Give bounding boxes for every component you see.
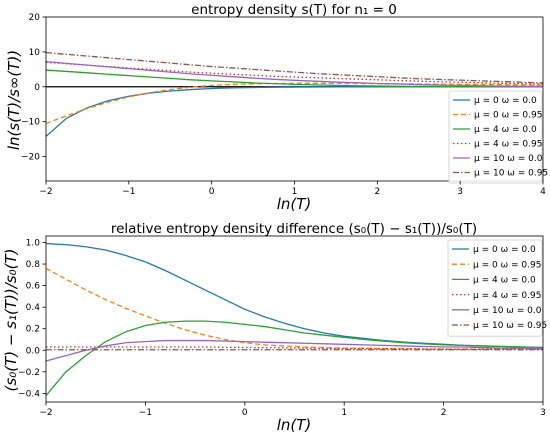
- x-tick-label: −2: [39, 408, 52, 418]
- series-line: [45, 320, 544, 396]
- plot-frame: [45, 235, 544, 403]
- x-tick-label: 1: [292, 187, 298, 197]
- x-tick-label: 1: [341, 408, 347, 418]
- legend-label: μ = 4 ω = 0.0: [474, 125, 537, 135]
- legend-label: μ = 10 ω = 0.0: [473, 306, 542, 316]
- y-tick-label: −0.2: [18, 368, 40, 378]
- series-line: [46, 346, 543, 350]
- x-tick-label: 2: [374, 187, 380, 197]
- legend-box: [447, 239, 543, 337]
- series-line: [45, 267, 543, 350]
- x-tick-label: −2: [39, 187, 52, 197]
- chart-panel-relative-difference: relative entropy density difference (s₀(…: [2, 221, 547, 434]
- y-tick-label: 0.2: [26, 325, 40, 335]
- x-axis-label: ln(T): [277, 416, 312, 434]
- y-tick-label: 10: [29, 48, 41, 58]
- series-line: [45, 69, 544, 88]
- legend: μ = 0 ω = 0.0 μ = 0 ω = 0.95 μ = 4 ω = 0.0…: [447, 239, 547, 337]
- chart-panel-entropy-density: entropy density s(T) for n₁ = 0 ln(T) ln…: [5, 2, 548, 213]
- legend-box: [448, 90, 543, 184]
- y-tick-label: 20: [29, 13, 41, 23]
- y-tick-label: −20: [21, 153, 40, 163]
- x-tick-label: 4: [540, 187, 546, 197]
- y-axis-label: (s₀(T) − s₁(T))/s₀(T): [2, 249, 20, 392]
- x-tick-label: 0: [209, 187, 215, 197]
- legend-label: μ = 10 ω = 0.95: [473, 321, 547, 331]
- y-tick-label: 1.0: [26, 238, 41, 248]
- y-tick-label: 0.4: [26, 303, 41, 313]
- series-line: [45, 82, 544, 125]
- y-tick-label: 0.6: [26, 282, 41, 292]
- legend: μ = 0 ω = 0.0 μ = 0 ω = 0.95 μ = 4 ω = 0.0…: [448, 90, 548, 184]
- legend-label: μ = 10 ω = 0.0: [474, 154, 543, 164]
- x-tick-label: 3: [457, 187, 463, 197]
- x-tick-label: −1: [139, 408, 152, 418]
- y-tick-label: 0.8: [26, 260, 41, 270]
- chart-title: relative entropy density difference (s₀(…: [111, 221, 477, 237]
- legend-label: μ = 4 ω = 0.95: [473, 291, 541, 301]
- series-line: [45, 61, 544, 88]
- y-tick-label: 0: [34, 83, 40, 93]
- y-tick-label: 0.0: [26, 346, 41, 356]
- x-tick-label: 0: [242, 408, 248, 418]
- x-tick-label: −1: [122, 187, 135, 197]
- chart-title: entropy density s(T) for n₁ = 0: [191, 2, 397, 18]
- y-tick-label: −0.4: [18, 389, 40, 399]
- y-tick-label: −10: [21, 118, 40, 128]
- legend-label: μ = 4 ω = 0.0: [473, 276, 536, 286]
- legend-label: μ = 0 ω = 0.95: [473, 260, 541, 270]
- x-tick-label: 2: [441, 408, 447, 418]
- y-axis-label: ln(s(T)/s∞(T)): [5, 50, 23, 150]
- series-line: [45, 51, 544, 84]
- plot-area: [45, 242, 544, 396]
- x-tick-label: 3: [540, 408, 546, 418]
- series-line: [45, 61, 544, 85]
- legend-label: μ = 10 ω = 0.95: [474, 169, 548, 179]
- legend-label: μ = 0 ω = 0.0: [474, 96, 537, 106]
- x-axis-label: ln(T): [277, 195, 312, 213]
- legend-label: μ = 4 ω = 0.95: [474, 140, 542, 150]
- legend-label: μ = 0 ω = 0.0: [473, 245, 536, 255]
- plot-area: [45, 51, 544, 137]
- legend-label: μ = 0 ω = 0.95: [474, 111, 542, 121]
- series-line: [45, 339, 544, 362]
